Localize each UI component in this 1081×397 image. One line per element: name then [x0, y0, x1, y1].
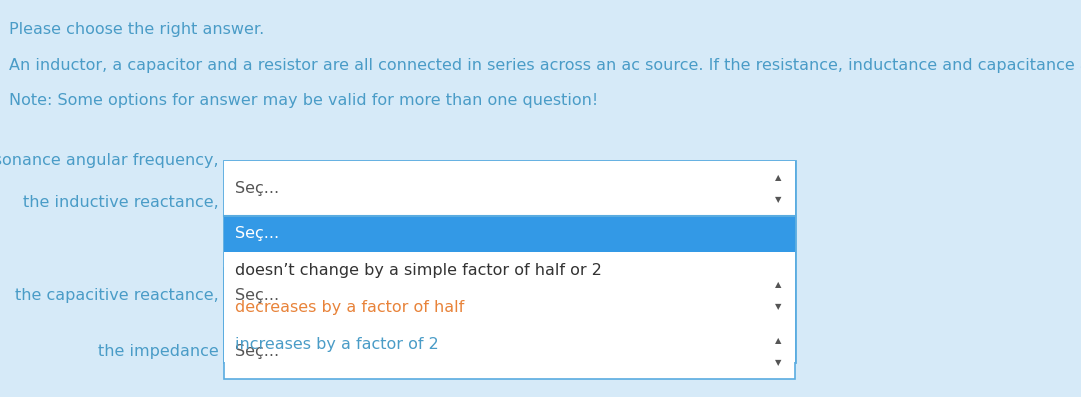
Text: An inductor, a capacitor and a resistor are all connected in series across an ac: An inductor, a capacitor and a resistor … — [9, 58, 1081, 73]
Text: ▼: ▼ — [775, 303, 782, 311]
Bar — [224, 268, 795, 323]
Text: ▼: ▼ — [775, 195, 782, 204]
Bar — [224, 161, 795, 216]
Text: the resonance angular frequency,: the resonance angular frequency, — [0, 153, 218, 168]
Text: Please choose the right answer.: Please choose the right answer. — [9, 22, 264, 37]
Text: increases by a factor of 2: increases by a factor of 2 — [235, 337, 438, 352]
Text: decreases by a factor of half: decreases by a factor of half — [235, 300, 464, 315]
Text: Seç...: Seç... — [235, 226, 279, 241]
Bar — [224, 161, 795, 362]
Text: the capacitive reactance,: the capacitive reactance, — [15, 288, 218, 303]
Text: doesn’t change by a simple factor of half or 2: doesn’t change by a simple factor of hal… — [235, 263, 601, 278]
Bar — [224, 252, 795, 289]
Text: ▲: ▲ — [775, 336, 782, 345]
Text: ▲: ▲ — [775, 173, 782, 181]
Text: the impedance: the impedance — [97, 344, 218, 359]
Bar — [224, 324, 795, 379]
Text: Seç...: Seç... — [235, 344, 279, 359]
Bar — [224, 289, 795, 326]
Text: Note: Some options for answer may be valid for more than one question!: Note: Some options for answer may be val… — [9, 93, 598, 108]
Text: ▲: ▲ — [775, 280, 782, 289]
Text: Seç...: Seç... — [235, 288, 279, 303]
Text: the inductive reactance,: the inductive reactance, — [23, 195, 218, 210]
Text: Seç...: Seç... — [235, 181, 279, 196]
Bar — [224, 326, 795, 362]
Text: ▼: ▼ — [775, 358, 782, 367]
Bar — [224, 216, 795, 252]
